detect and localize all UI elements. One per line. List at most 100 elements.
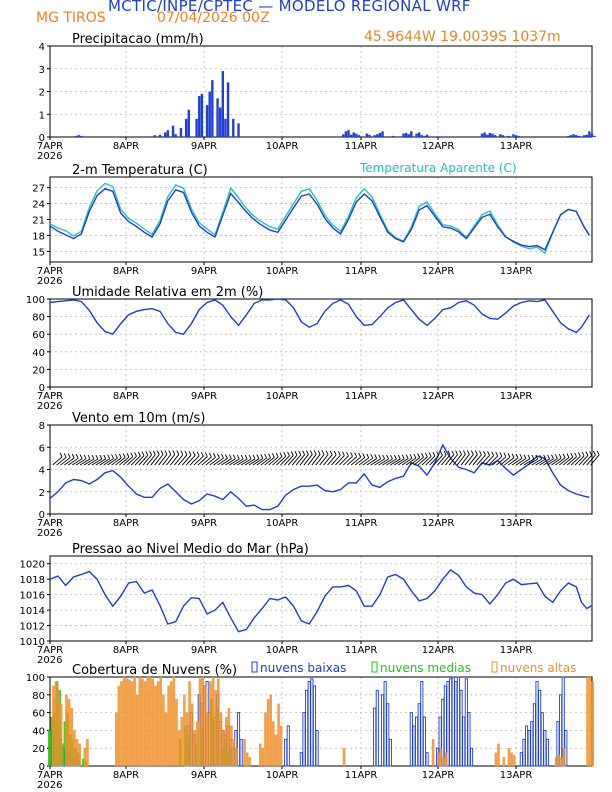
x-tick-label: 13APR	[500, 518, 533, 529]
cloud-bar	[519, 752, 523, 767]
location-label: MG TIROS	[36, 10, 106, 26]
cloud-bar	[167, 685, 170, 767]
x-year-label: 2026	[37, 655, 62, 666]
cloud-bar	[415, 716, 419, 767]
wind-barb-flag	[378, 454, 382, 459]
y-tick-label: 4	[39, 466, 45, 477]
cloud-bar	[154, 685, 157, 767]
cloud-bar	[464, 678, 468, 767]
wind-barb-flag	[527, 454, 531, 459]
x-tick-label: 8APR	[113, 391, 139, 402]
x-tick-label: 9APR	[191, 518, 217, 529]
wind-barb	[119, 456, 130, 466]
wind-barb	[374, 458, 385, 466]
wind-barb-flag	[397, 454, 401, 460]
wind-barb-flag	[59, 452, 63, 458]
wind-barb	[370, 458, 381, 466]
wind-barb-flag	[523, 454, 527, 459]
cloud-bar	[143, 681, 147, 767]
wind-barb-flag	[204, 452, 208, 457]
x-tick-label: 11APR	[345, 770, 378, 781]
cloud-bar	[141, 678, 144, 767]
panel-1: 0 1 2 3 4 7APR 8APR 9APR 10APR 11APR 12APR 13APR 202…	[37, 32, 596, 162]
x-tick-label: 11APR	[345, 645, 378, 656]
wind-barb	[130, 455, 141, 466]
x-tick-label: 8APR	[113, 645, 139, 656]
wind-barb-flag	[244, 454, 248, 460]
cloud-bar	[65, 694, 68, 767]
wind-barb	[319, 454, 329, 466]
precip-bar	[347, 130, 350, 137]
wind-barb-flag	[145, 451, 149, 456]
cloud-bar	[239, 738, 243, 767]
cloud-bar	[591, 681, 595, 767]
wind-barb	[189, 455, 200, 466]
wind-barb-flag	[200, 452, 204, 457]
wind-barb	[174, 454, 184, 466]
wind-barb	[390, 458, 401, 466]
cloud-bar	[198, 678, 202, 767]
panel-6: 0 20 40 60 80 100 7APR 8APR 9APR 10APR 11APR 12APR 1…	[26, 663, 595, 791]
wind-barb-flag	[428, 452, 432, 457]
precip-bar	[74, 135, 78, 137]
wind-barb-flag	[268, 453, 271, 458]
cloud-bar	[588, 676, 592, 767]
wind-barb	[492, 456, 503, 466]
precip-bar	[179, 127, 183, 137]
x-tick-label: 12APR	[422, 141, 455, 152]
panel-title: Precipitacao (mm/h)	[72, 32, 204, 47]
y-tick-label: 80	[32, 313, 45, 324]
wind-barb-flag	[503, 452, 507, 458]
panel-3: 0 20 40 60 80 100 7APR 8APR 9APR 10APR 11APR 12APR 1…	[26, 285, 593, 412]
wind-barb	[68, 457, 79, 466]
wind-barb	[126, 455, 137, 466]
cloud-bar	[67, 699, 71, 767]
coordinates-label: 45.9644W 19.0039S 1037m	[364, 29, 561, 45]
wind-barb-flag	[386, 454, 389, 460]
wind-barb-flag	[382, 454, 386, 460]
wind-barb	[260, 457, 271, 466]
cloud-bar	[52, 685, 55, 767]
wind-barb-flag	[95, 454, 99, 460]
precip-bar	[507, 135, 510, 137]
cloud-bar	[307, 681, 311, 767]
y-tick-label: 20	[32, 744, 45, 755]
cloud-bar	[420, 681, 424, 767]
wind-barb-flag	[252, 454, 256, 460]
precip-bar	[85, 136, 88, 137]
precip-bar	[486, 134, 489, 137]
wind-barb-flag	[470, 450, 474, 455]
wind-barb	[252, 458, 264, 466]
x-tick-label: 10APR	[266, 391, 299, 402]
y-tick-label: 1012	[20, 622, 45, 633]
y-tick-label: 27	[32, 184, 45, 195]
x-tick-label: 10APR	[266, 770, 299, 781]
precip-bar	[355, 133, 358, 137]
wind-barb	[229, 458, 240, 466]
cloud-bar	[310, 678, 314, 767]
wind-barb	[421, 456, 432, 466]
wind-barb	[205, 457, 216, 466]
cloud-bar	[159, 676, 163, 767]
wind-barb	[354, 457, 365, 466]
cloud-bar	[57, 690, 60, 767]
wind-barb-flag	[570, 452, 574, 458]
wind-barb-flag	[558, 453, 562, 459]
wind-barb-flag	[547, 454, 550, 460]
wind-barb-flag	[115, 453, 118, 459]
wind-barb	[154, 454, 164, 466]
wind-barb-flag	[126, 452, 130, 458]
x-tick-label: 7APR	[37, 770, 63, 781]
y-tick-label: 4	[39, 42, 45, 53]
cloud-bar	[206, 712, 210, 767]
wind-barb	[158, 454, 168, 466]
x-tick-label: 7APR	[37, 391, 63, 402]
x-tick-label: 12APR	[422, 645, 455, 656]
wind-barb-flag	[118, 453, 122, 459]
wind-barb-flag	[196, 451, 200, 457]
precip-bar	[404, 132, 408, 137]
cloud-bar	[86, 739, 89, 767]
wind-barb-flag	[260, 454, 264, 459]
cloud-bar	[540, 712, 544, 767]
cloud-bar	[462, 716, 466, 767]
